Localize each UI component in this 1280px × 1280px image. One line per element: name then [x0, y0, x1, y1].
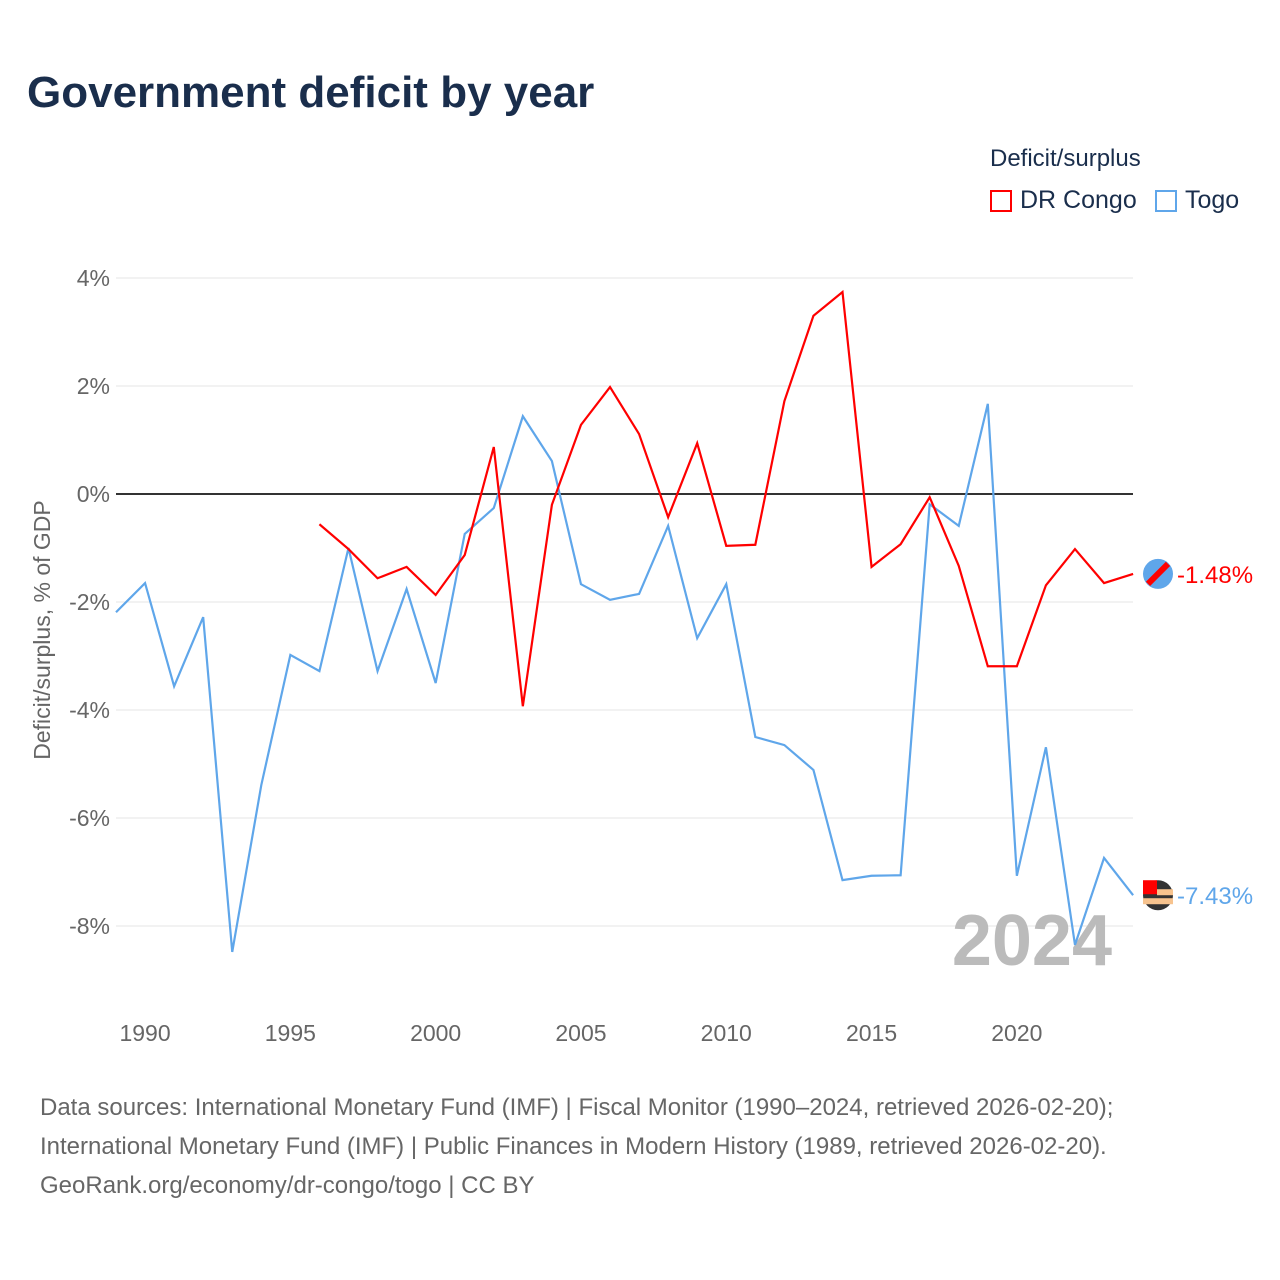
x-tick-label: 2015 — [846, 1020, 897, 1046]
source-line: Data sources: International Monetary Fun… — [40, 1094, 1114, 1121]
legend-item-dr-congo[interactable]: DR Congo — [990, 186, 1137, 215]
legend-label: Togo — [1185, 186, 1240, 214]
x-tick-label: 2005 — [555, 1020, 606, 1046]
y-tick-label: -4% — [69, 697, 110, 723]
y-tick-label: -6% — [69, 805, 110, 831]
legend-label: DR Congo — [1020, 186, 1137, 214]
y-tick-label: 0% — [77, 481, 110, 507]
x-tick-label: 2000 — [410, 1020, 461, 1046]
flag-stripe — [1145, 561, 1171, 587]
series-line-togo — [115, 403, 1134, 953]
y-tick-label: 2% — [77, 373, 110, 399]
x-tick-label: 2010 — [701, 1020, 752, 1046]
x-tick-label: 2020 — [991, 1020, 1042, 1046]
source-line: GeoRank.org/economy/dr-congo/togo | CC B… — [40, 1172, 535, 1199]
x-tick-label: 1995 — [265, 1020, 316, 1046]
source-note: Data sources: International Monetary Fun… — [40, 1088, 1113, 1205]
flag-canton — [1143, 880, 1157, 895]
y-tick-label: -2% — [69, 589, 110, 615]
end-value-label: -1.48% — [1177, 562, 1253, 589]
flag-stripe — [1157, 889, 1173, 896]
legend-item-togo[interactable]: Togo — [1155, 186, 1239, 215]
y-tick-label: -8% — [69, 913, 110, 939]
legend-swatch — [1155, 189, 1177, 212]
flag-stripe — [1143, 898, 1173, 905]
year-watermark: 2024 — [952, 901, 1112, 981]
legend-swatch — [990, 189, 1012, 212]
end-value-label: -7.43% — [1177, 883, 1253, 910]
y-tick-label: 4% — [77, 265, 110, 291]
y-axis-label: Deficit/surplus, % of GDP — [29, 500, 55, 759]
legend-title: Deficit/surplus — [990, 145, 1141, 172]
chart-title: Government deficit by year — [27, 68, 595, 117]
series-line-dr-congo — [318, 289, 1134, 707]
source-line: International Monetary Fund (IMF) | Publ… — [40, 1133, 1107, 1160]
x-tick-label: 1990 — [119, 1020, 170, 1046]
